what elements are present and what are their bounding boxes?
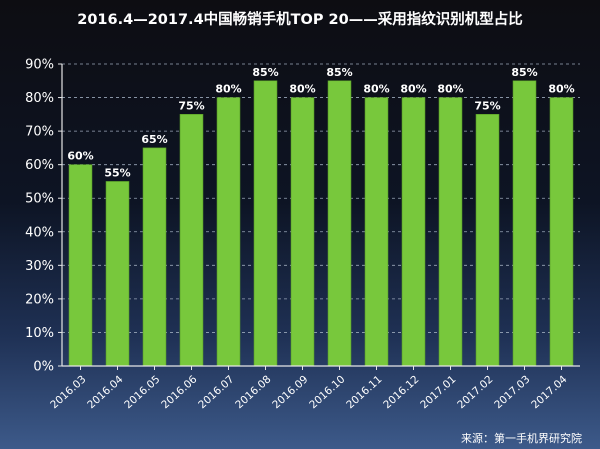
data-label: 60% [67,150,93,163]
data-label: 65% [141,133,167,146]
data-label: 80% [400,83,426,96]
data-label: 80% [437,83,463,96]
bar [68,164,93,367]
bar [364,97,389,367]
y-axis-ticks: 0% 10% 20% 30% 40% 50% 60% 70% 80% 90% [25,58,62,375]
x-tick-label: 2016.06 [159,373,200,411]
x-tick-label: 2016.09 [270,373,310,411]
bar [179,114,204,367]
chart-title: 2016.4—2017.4中国畅销手机TOP 20——采用指纹识别机型占比 [77,10,522,28]
bar [401,97,426,367]
bar [290,97,315,367]
x-tick-label: 2016.08 [233,373,273,411]
x-tick-label: 2017.01 [418,373,458,411]
x-tick-label: 2016.07 [196,373,236,411]
x-tick-label: 2017.02 [455,373,495,411]
x-tick-label: 2016.05 [122,373,162,411]
y-tick-label: 90% [25,58,54,73]
gridlines [62,63,580,333]
data-labels: 60% 55% 65% 75% 80% 85% 80% 85% 80% 80% 80% 75% 85% 8… [67,66,574,180]
bar [142,147,167,367]
source-note: 来源：第一手机界研究院 [461,431,582,445]
data-label: 80% [289,83,315,96]
data-label: 85% [511,66,537,79]
y-tick-label: 40% [25,225,54,240]
y-tick-label: 30% [25,259,54,274]
bar [549,97,574,367]
bars [68,80,574,367]
x-tick-label: 2016.12 [381,373,421,411]
data-label: 75% [178,99,204,112]
bar [327,80,352,367]
y-tick-label: 80% [25,91,54,106]
data-label: 80% [363,83,389,96]
bar [105,181,130,367]
data-label: 80% [215,83,241,96]
y-tick-label: 60% [25,158,54,173]
y-tick-label: 0% [33,360,54,375]
y-tick-label: 70% [25,125,54,140]
x-tick-label: 2016.11 [344,373,384,411]
bar [475,114,500,367]
bar [216,97,241,367]
data-label: 75% [474,99,500,112]
y-tick-label: 10% [25,326,54,341]
x-tick-label: 2016.03 [48,373,88,411]
x-tick-label: 2017.04 [529,373,570,411]
x-tick-label: 2017.03 [492,373,532,411]
data-label: 55% [104,166,130,179]
data-label: 80% [548,83,574,96]
bar [253,80,278,367]
bar [438,97,463,367]
y-tick-label: 50% [25,192,54,207]
bar [512,80,537,367]
data-label: 85% [326,66,352,79]
data-label: 85% [252,66,278,79]
y-tick-label: 20% [25,292,54,307]
x-tick-label: 2016.10 [307,373,347,411]
x-axis-ticks: 2016.032016.042016.052016.062016.072016.… [48,366,570,411]
x-tick-label: 2016.04 [85,373,126,411]
